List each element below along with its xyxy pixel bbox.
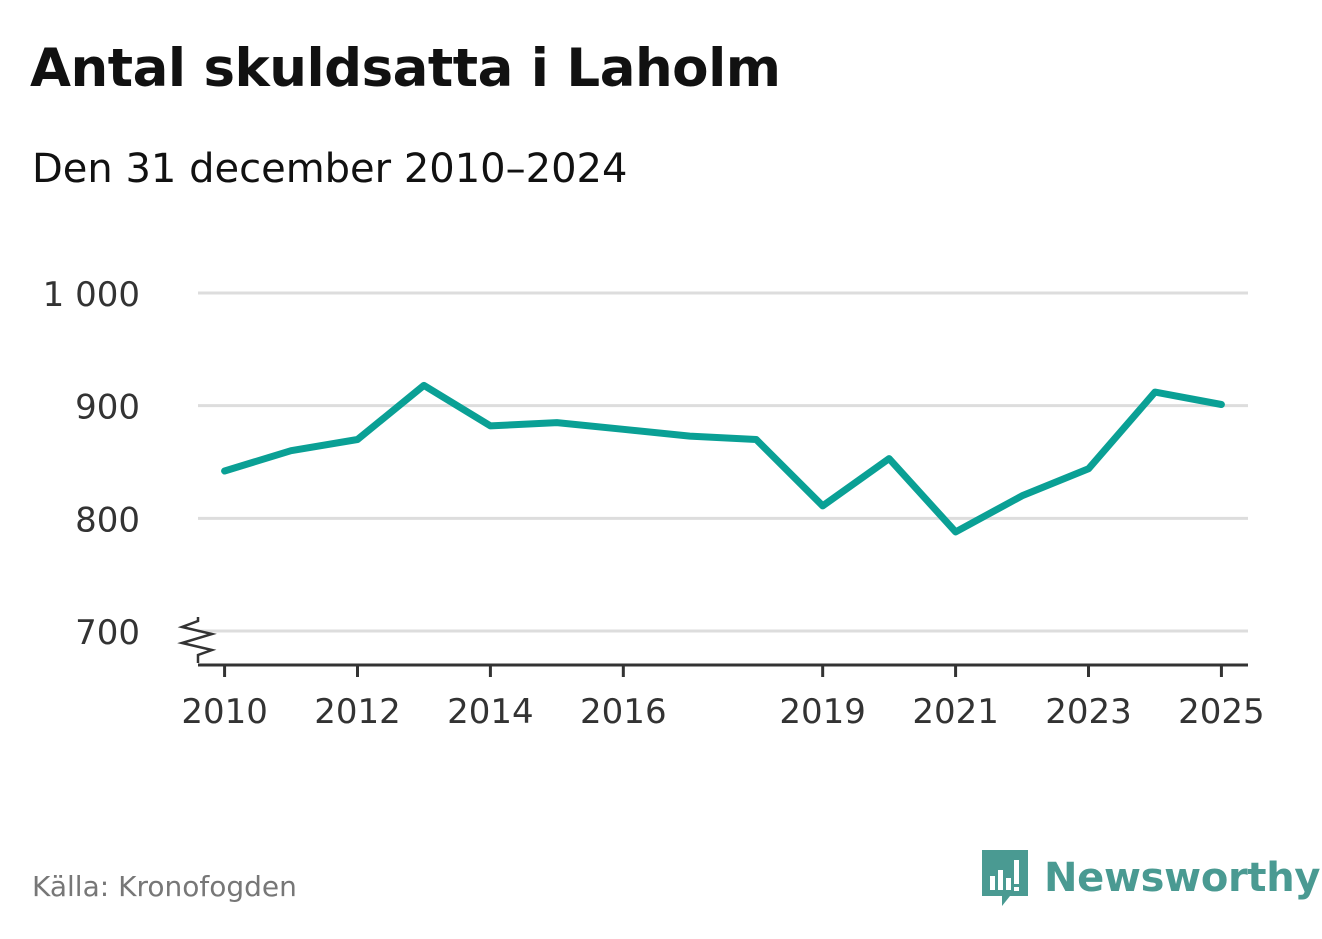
x-tick-label: 2025: [1178, 692, 1265, 732]
x-tick-label: 2021: [912, 692, 999, 732]
y-tick-label: 700: [75, 613, 140, 653]
brand-logo: Newsworthy: [980, 848, 1321, 908]
newsworthy-logo-icon: [982, 850, 1028, 906]
chart-subtitle: Den 31 december 2010–2024: [32, 146, 628, 192]
x-tick-label: 2014: [447, 692, 534, 732]
brand-name: Newsworthy: [1044, 855, 1321, 901]
x-tick-label: 2023: [1045, 692, 1132, 732]
y-tick-label: 800: [75, 500, 140, 540]
chart-title: Antal skuldsatta i Laholm: [30, 38, 781, 99]
y-tick-label: 1 000: [43, 275, 140, 315]
x-tick-label: 2016: [580, 692, 667, 732]
series-line: [221, 381, 1225, 536]
axis-break-icon: [177, 617, 217, 663]
line-chart: 700 800 900 1 000 2010 2012 2014 2016 2019 2021 20…: [43, 275, 1265, 732]
source-note: Källa: Kronofogden: [32, 870, 297, 903]
x-tick-label: 2012: [314, 692, 401, 732]
x-tick-label: 2019: [779, 692, 866, 732]
y-tick-label: 900: [75, 388, 140, 428]
x-tick-label: 2010: [181, 692, 268, 732]
